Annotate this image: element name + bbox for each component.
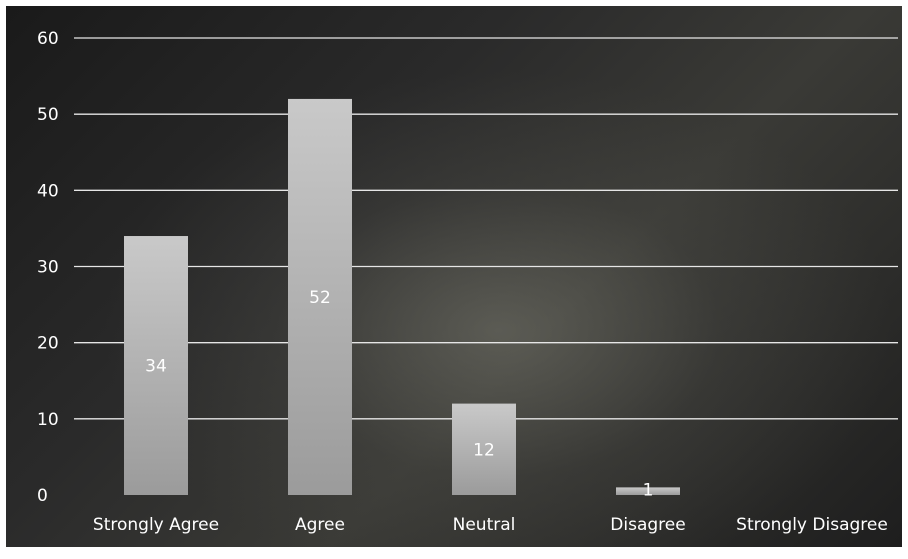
bar-chart: 0 10 20 30 40 50 60 34 52 12 1 Strongly Agree Agre… xyxy=(37,29,898,535)
y-tick-label-30: 30 xyxy=(37,258,59,278)
bars xyxy=(124,98,680,496)
gridlines xyxy=(74,37,898,420)
y-axis-tick-labels: 0 10 20 30 40 50 60 xyxy=(37,29,59,506)
data-labels: 34 52 12 1 xyxy=(145,288,653,500)
bar-disagree xyxy=(616,487,680,495)
x-category-label-neutral: Neutral xyxy=(453,515,516,535)
x-category-label-agree: Agree xyxy=(295,515,345,535)
x-category-label-strongly-disagree: Strongly Disagree xyxy=(736,515,888,535)
data-label-neutral: 12 xyxy=(473,440,495,460)
bar-agree xyxy=(288,98,352,495)
y-tick-label-10: 10 xyxy=(37,410,59,430)
x-category-label-disagree: Disagree xyxy=(610,515,685,535)
y-tick-label-40: 40 xyxy=(37,181,59,201)
y-tick-label-50: 50 xyxy=(37,105,59,125)
y-tick-label-0: 0 xyxy=(37,486,48,506)
bar-neutral xyxy=(452,403,516,495)
x-axis-category-labels: Strongly Agree Agree Neutral Disagree Strong… xyxy=(93,515,888,535)
x-category-label-strongly-agree: Strongly Agree xyxy=(93,515,219,535)
bar-strongly-agree xyxy=(124,236,188,496)
data-label-agree: 52 xyxy=(309,288,331,308)
y-tick-label-20: 20 xyxy=(37,334,59,354)
data-label-strongly-agree: 34 xyxy=(145,357,167,377)
data-label-disagree: 1 xyxy=(643,480,654,500)
y-tick-label-60: 60 xyxy=(37,29,59,49)
